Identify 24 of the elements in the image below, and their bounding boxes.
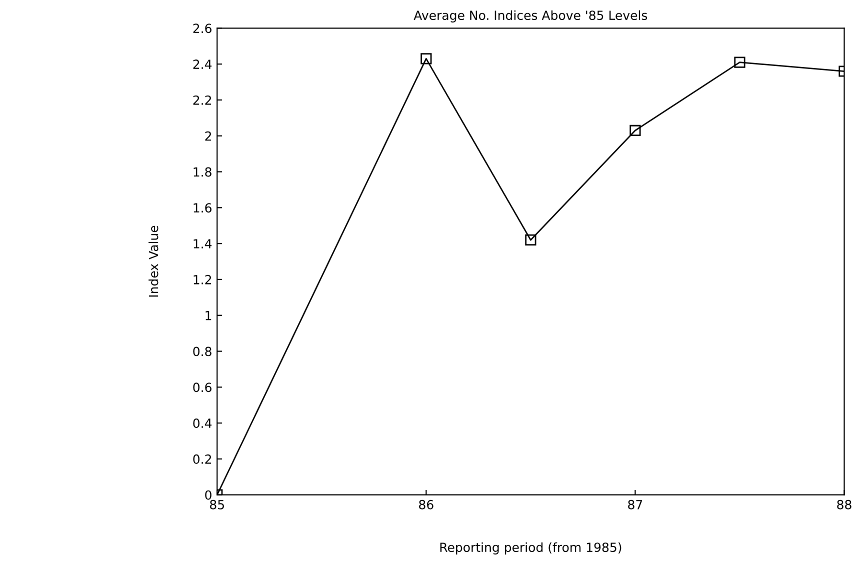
y-tick-label: 2.4 [193,60,212,69]
y-tick-label: 0 [205,490,212,500]
y-tick-label: 2.6 [193,24,212,34]
point [420,53,432,64]
y-tick-label: 0.4 [193,418,212,428]
y-axis-title: Index Value [148,226,158,297]
y-tick-label: 2.2 [193,95,211,105]
y-tick-label: 1 [206,310,212,320]
chart-title: Average No. Indices Above '85 Levels [414,10,648,22]
y-tick-label: 0.8 [193,346,212,356]
y-tick-label: 0.2 [193,454,211,464]
x-tick-label: 87 [628,500,642,510]
point [525,234,536,246]
x-tick-label: 86 [419,500,434,510]
y-tick-label: 1.6 [194,203,212,213]
y-tick-label: 2 [205,131,211,141]
x-tick-label: 85 [210,500,224,510]
x-tick-label: 88 [837,500,852,510]
x-axis-title: Reporting period (from 1985) [440,542,622,554]
y-tick-label: 0.6 [193,382,212,392]
point [630,124,641,136]
y-tick-label: 1.2 [194,274,211,284]
y-tick-label: 1.4 [194,239,212,248]
y-tick-label: 1.8 [194,167,212,177]
